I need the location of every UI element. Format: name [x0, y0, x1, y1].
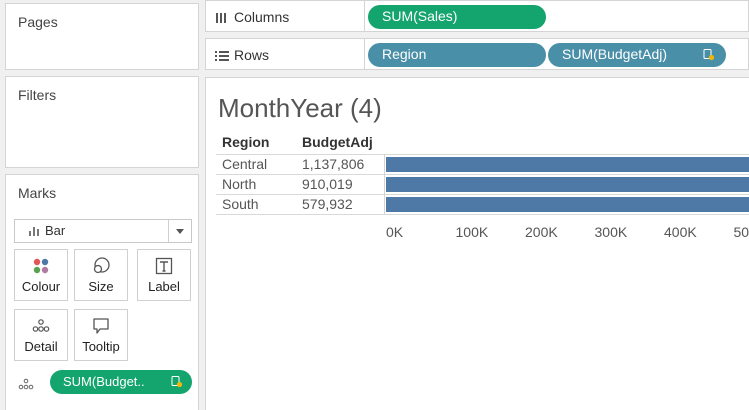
columns-icon [215, 11, 227, 29]
chevron-down-icon[interactable] [176, 229, 184, 234]
region-pill-label: Region [382, 46, 427, 62]
x-tick-label: 100K [455, 224, 489, 240]
mark-type-label: Bar [45, 223, 66, 238]
worksheet-title: MonthYear (4) [218, 93, 382, 123]
sum-sales-pill[interactable]: SUM(Sales) [368, 5, 546, 29]
detail-icon [15, 316, 67, 336]
text-label-icon [138, 256, 190, 276]
bar-north[interactable] [386, 177, 749, 192]
detail-field-icon [18, 377, 34, 395]
table-row[interactable]: Central 1,137,806 [216, 154, 749, 174]
worksheet-view: MonthYear (4) Region BudgetAdj Central 1… [205, 77, 749, 410]
bar-south[interactable] [386, 197, 749, 212]
label-button[interactable]: Label [137, 249, 191, 301]
calculation-icon [171, 376, 183, 391]
colour-button[interactable]: Colour [14, 249, 68, 301]
marks-field-pill[interactable]: SUM(Budget.. [50, 370, 192, 394]
region-cell: South [222, 196, 259, 212]
label-label: Label [148, 279, 180, 294]
rows-icon [215, 49, 229, 67]
budgetadj-cell: 579,932 [302, 196, 353, 212]
pages-card-title: Pages [18, 14, 58, 30]
tooltip-label: Tooltip [82, 339, 120, 354]
colour-icon [15, 256, 67, 276]
filters-card-title: Filters [18, 87, 57, 103]
filters-card[interactable]: Filters [5, 76, 199, 168]
tooltip-button[interactable]: Tooltip [74, 309, 128, 361]
rows-shelf-label: Rows [234, 47, 270, 63]
columns-shelf[interactable]: Columns SUM(Sales) [205, 0, 749, 32]
tooltip-icon [75, 316, 127, 336]
marks-card-title: Marks [18, 185, 57, 201]
detail-label: Detail [24, 339, 58, 354]
budgetadj-header[interactable]: BudgetAdj [302, 134, 373, 150]
rows-shelf[interactable]: Rows Region SUM(BudgetAdj) [205, 38, 749, 70]
budgetadj-cell: 1,137,806 [302, 156, 365, 172]
pages-card[interactable]: Pages [5, 3, 199, 70]
budgetadj-cell: 910,019 [302, 176, 353, 192]
mark-type-dropdown[interactable]: Bar [14, 219, 192, 243]
sum-sales-pill-label: SUM(Sales) [382, 8, 458, 24]
region-cell: North [222, 176, 257, 192]
marks-field-pill-label: SUM(Budget.. [63, 374, 145, 389]
size-button[interactable]: Size [74, 249, 128, 301]
sum-budgetadj-pill-label: SUM(BudgetAdj) [562, 46, 668, 62]
marks-card: Marks Bar Colour [5, 174, 199, 410]
region-header[interactable]: Region [222, 134, 270, 150]
x-tick-label: 400K [664, 224, 697, 240]
region-cell: Central [222, 156, 268, 172]
colour-label: Colour [21, 279, 61, 294]
bar-chart-icon [29, 227, 39, 236]
table-row[interactable]: South 579,932 [216, 194, 749, 214]
bar-central[interactable] [386, 157, 749, 172]
x-tick-label: 0K [386, 224, 404, 240]
detail-button[interactable]: Detail [14, 309, 68, 361]
size-label: Size [88, 279, 114, 294]
columns-shelf-label: Columns [234, 9, 290, 25]
sum-budgetadj-pill[interactable]: SUM(BudgetAdj) [548, 43, 726, 67]
x-tick-label: 500K [733, 224, 749, 240]
x-tick-label: 300K [594, 224, 628, 240]
table-row[interactable]: North 910,019 [216, 174, 749, 194]
size-icon [75, 256, 127, 276]
x-tick-label: 200K [525, 224, 558, 240]
region-pill[interactable]: Region [368, 43, 546, 67]
calculation-icon [703, 48, 715, 64]
